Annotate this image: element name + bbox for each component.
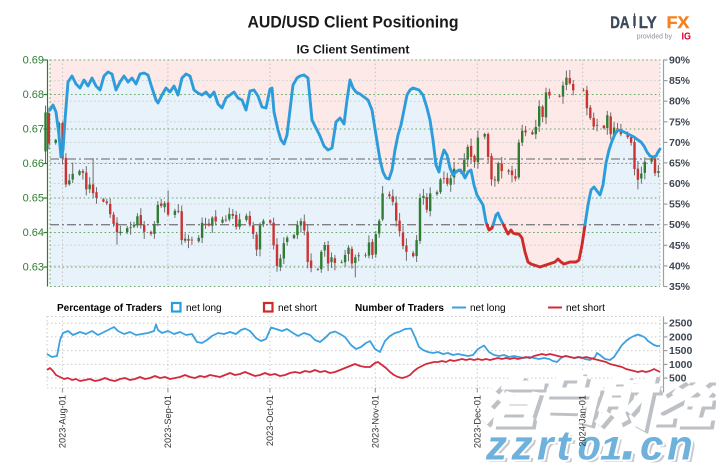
svg-text:net long: net long (186, 303, 222, 314)
svg-text:2023-Sep-01: 2023-Sep-01 (163, 395, 173, 448)
svg-text:0.63: 0.63 (23, 262, 44, 274)
svg-text:0: 0 (577, 430, 601, 463)
svg-text:IG: IG (682, 31, 692, 43)
svg-text:.: . (621, 409, 637, 463)
svg-text:cn: cn (640, 422, 697, 463)
svg-text:1: 1 (600, 430, 622, 463)
svg-text:.: . (625, 411, 641, 463)
svg-text:2023-Aug-01: 2023-Aug-01 (58, 395, 68, 448)
svg-text:90%: 90% (669, 55, 691, 67)
svg-text:0.68: 0.68 (23, 89, 44, 101)
svg-text:70%: 70% (669, 137, 691, 149)
svg-text:75%: 75% (669, 116, 691, 128)
svg-text:45%: 45% (669, 240, 691, 252)
svg-text:0.65: 0.65 (23, 193, 44, 205)
svg-text:35%: 35% (669, 281, 691, 293)
svg-text:rt: rt (541, 424, 578, 463)
svg-text:zz: zz (489, 424, 541, 463)
svg-text:0: 0 (577, 430, 601, 463)
svg-text:1: 1 (600, 430, 622, 463)
svg-text:LY: LY (639, 14, 657, 32)
svg-text:1500: 1500 (669, 345, 693, 357)
svg-text:cn: cn (644, 424, 701, 463)
svg-text:0.64: 0.64 (23, 227, 44, 239)
svg-text:85%: 85% (669, 75, 691, 87)
svg-text:net short: net short (566, 303, 605, 314)
svg-text:2023-Oct-01: 2023-Oct-01 (265, 395, 275, 446)
svg-text:80%: 80% (669, 96, 691, 108)
svg-text:65%: 65% (669, 157, 691, 169)
svg-text:0.69: 0.69 (23, 55, 44, 67)
svg-text:IG Client Sentiment: IG Client Sentiment (297, 43, 410, 57)
svg-text:0.67: 0.67 (23, 124, 44, 136)
svg-text:2000: 2000 (669, 331, 693, 343)
svg-text:FX: FX (667, 14, 690, 32)
svg-text:1000: 1000 (669, 359, 693, 371)
svg-text:2500: 2500 (669, 318, 693, 330)
svg-text:50%: 50% (669, 219, 691, 231)
svg-text:1: 1 (604, 433, 626, 463)
svg-text:net short: net short (278, 303, 317, 314)
svg-text:2023-Nov-01: 2023-Nov-01 (370, 395, 380, 448)
svg-text:zz: zz (485, 422, 537, 463)
svg-text:net long: net long (470, 303, 506, 314)
svg-text:provided by: provided by (637, 32, 672, 41)
svg-text:cn: cn (640, 422, 697, 463)
svg-text:2024-Jan-01: 2024-Jan-01 (578, 395, 588, 447)
svg-text:AUD/USD Client Positioning: AUD/USD Client Positioning (248, 13, 459, 32)
svg-text:Percentage of Traders: Percentage of Traders (57, 303, 162, 314)
svg-text:Number of Traders: Number of Traders (355, 303, 444, 314)
svg-text:zz: zz (485, 422, 537, 463)
svg-text:.: . (621, 409, 637, 463)
svg-text:55%: 55% (669, 199, 691, 211)
svg-text:rt: rt (537, 422, 574, 463)
svg-text:60%: 60% (669, 178, 691, 190)
svg-text:0.66: 0.66 (23, 158, 44, 170)
svg-text:2023-Dec-01: 2023-Dec-01 (472, 395, 482, 448)
svg-text:40%: 40% (669, 260, 691, 272)
svg-text:500: 500 (669, 373, 687, 385)
svg-text:DA: DA (610, 14, 629, 32)
svg-text:rt: rt (537, 422, 574, 463)
svg-text:0: 0 (581, 433, 605, 463)
